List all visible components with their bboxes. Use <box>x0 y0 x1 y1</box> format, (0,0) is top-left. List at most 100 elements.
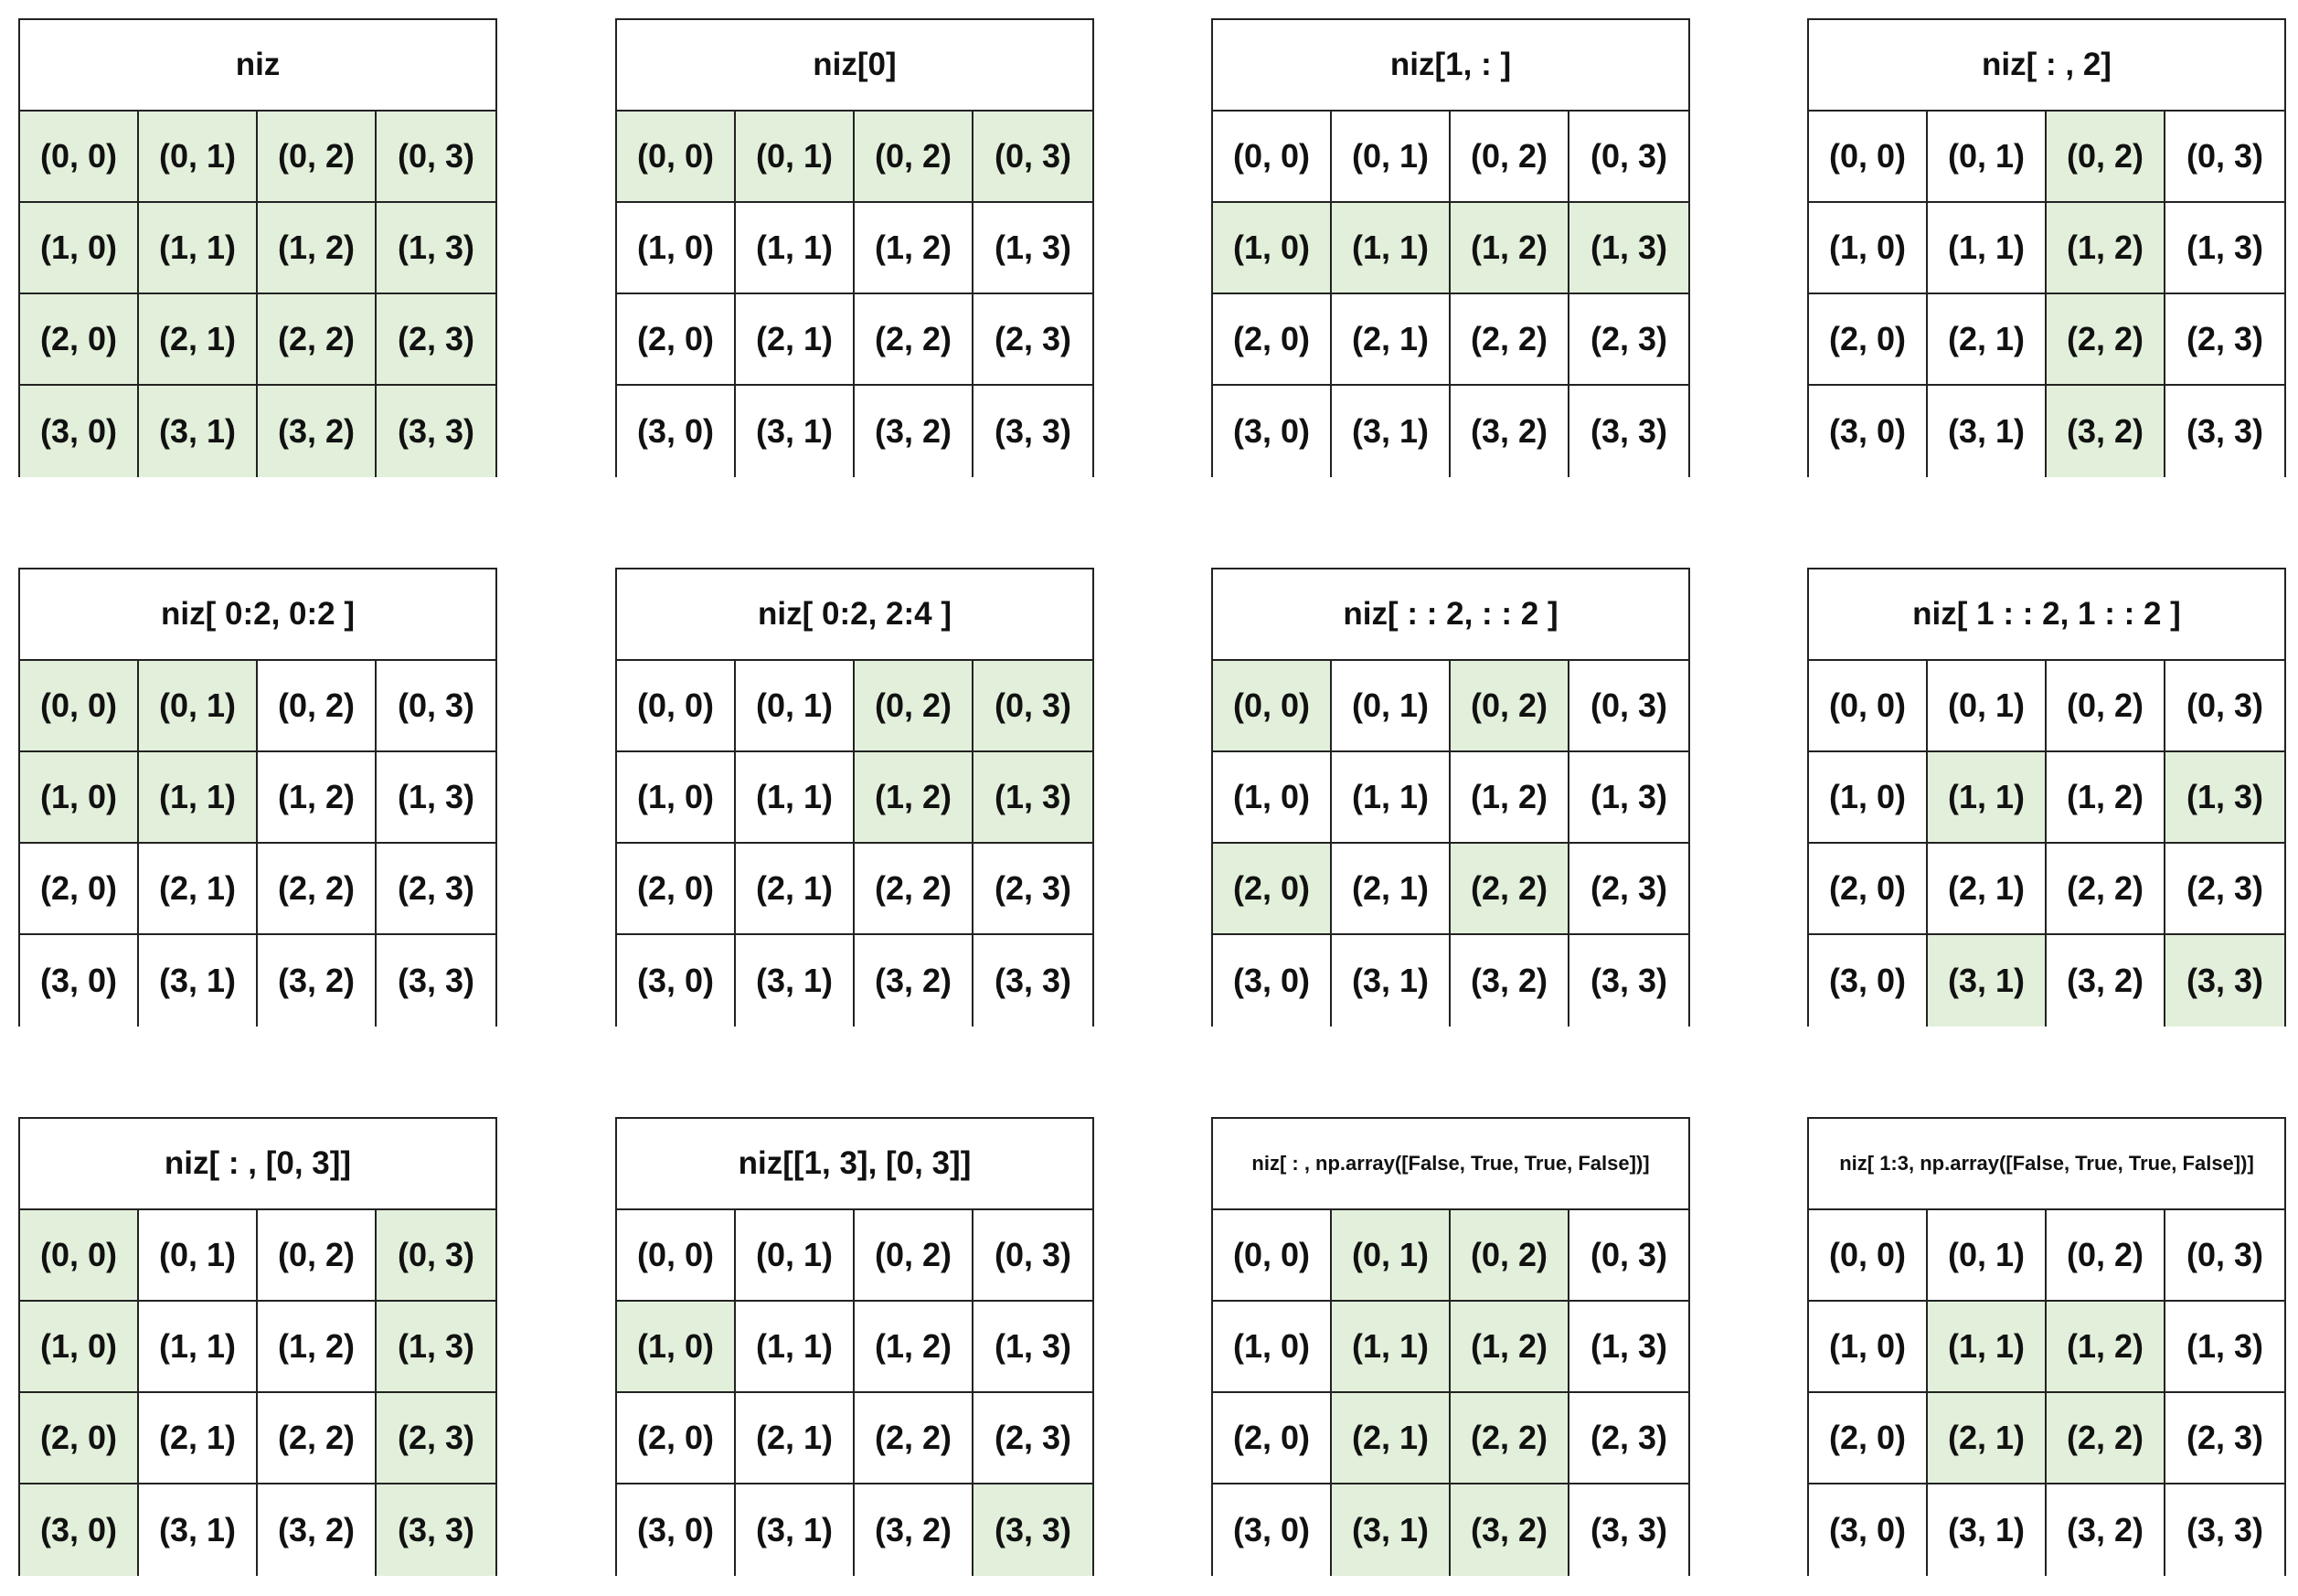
index-panel: niz[ : , [0, 3]] (0, 0) (0, 1) (0, 2) (0, 3)… <box>18 1117 497 1576</box>
selected-cell: (3, 2) <box>258 386 377 477</box>
array-cell: (2, 1) <box>736 294 855 386</box>
array-cell: (2, 0) <box>617 294 736 386</box>
selected-cell: (3, 1) <box>1928 935 2047 1027</box>
selected-cell: (0, 1) <box>1332 1210 1451 1302</box>
array-cell: (3, 3) <box>1569 386 1688 477</box>
array-cell: (2, 1) <box>1928 294 2047 386</box>
array-cell: (3, 1) <box>1928 386 2047 477</box>
panel-title: niz[ : : 2, : : 2 ] <box>1213 569 1688 661</box>
array-cell: (3, 2) <box>258 1484 377 1576</box>
array-cell: (3, 1) <box>736 935 855 1027</box>
selected-cell: (0, 0) <box>20 1210 139 1302</box>
array-cell: (0, 2) <box>855 1210 973 1302</box>
selected-cell: (3, 3) <box>2165 935 2284 1027</box>
array-cell: (3, 2) <box>855 386 973 477</box>
array-cell: (1, 2) <box>258 1302 377 1393</box>
selected-cell: (1, 1) <box>1332 203 1451 294</box>
array-cell: (2, 0) <box>1809 294 1928 386</box>
index-panel: niz[ : , np.array([False, True, True, Fa… <box>1211 1117 1690 1576</box>
array-cell: (0, 3) <box>377 661 495 752</box>
array-cell: (3, 0) <box>1809 1484 1928 1576</box>
array-cell: (2, 1) <box>139 844 258 935</box>
array-cell: (1, 1) <box>1928 203 2047 294</box>
selected-cell: (1, 1) <box>139 203 258 294</box>
array-cell: (2, 3) <box>973 844 1092 935</box>
selected-cell: (0, 1) <box>736 112 855 203</box>
panel-title: niz[1, : ] <box>1213 20 1688 112</box>
array-cell: (3, 3) <box>973 386 1092 477</box>
array-cell: (2, 3) <box>2165 1393 2284 1484</box>
array-cell: (2, 2) <box>855 1393 973 1484</box>
selected-cell: (1, 2) <box>1451 1302 1569 1393</box>
array-cell: (2, 3) <box>1569 294 1688 386</box>
array-cell: (3, 0) <box>1213 386 1332 477</box>
array-cell: (0, 1) <box>736 1210 855 1302</box>
array-cell: (2, 0) <box>1809 844 1928 935</box>
selected-cell: (0, 0) <box>1213 661 1332 752</box>
array-cell: (2, 2) <box>258 844 377 935</box>
selected-cell: (0, 0) <box>617 112 736 203</box>
array-cell: (2, 0) <box>617 844 736 935</box>
selected-cell: (0, 0) <box>20 661 139 752</box>
selected-cell: (1, 3) <box>1569 203 1688 294</box>
selected-cell: (0, 3) <box>973 661 1092 752</box>
array-cell: (2, 1) <box>736 844 855 935</box>
selected-cell: (1, 1) <box>1332 1302 1451 1393</box>
array-cell: (2, 2) <box>1451 294 1569 386</box>
array-cell: (2, 1) <box>1928 844 2047 935</box>
selected-cell: (1, 3) <box>973 752 1092 844</box>
selected-cell: (2, 3) <box>377 1393 495 1484</box>
array-cell: (0, 2) <box>258 661 377 752</box>
array-cell: (1, 3) <box>377 752 495 844</box>
array-cell: (1, 0) <box>1809 752 1928 844</box>
array-cell: (1, 0) <box>1213 752 1332 844</box>
selected-cell: (1, 3) <box>377 203 495 294</box>
selected-cell: (0, 3) <box>377 1210 495 1302</box>
array-cell: (0, 0) <box>617 661 736 752</box>
selected-cell: (1, 3) <box>377 1302 495 1393</box>
array-cell: (2, 1) <box>1332 844 1451 935</box>
array-cell: (2, 3) <box>1569 844 1688 935</box>
selected-cell: (0, 2) <box>258 112 377 203</box>
selected-cell: (2, 0) <box>1213 844 1332 935</box>
array-cell: (3, 0) <box>1809 386 1928 477</box>
array-cell: (3, 1) <box>1928 1484 2047 1576</box>
selected-cell: (3, 3) <box>377 1484 495 1576</box>
array-cell: (3, 0) <box>1213 1484 1332 1576</box>
array-cell: (2, 2) <box>258 1393 377 1484</box>
selected-cell: (1, 0) <box>617 1302 736 1393</box>
array-cell: (0, 3) <box>2165 1210 2284 1302</box>
array-cell: (0, 0) <box>617 1210 736 1302</box>
array-cell: (2, 1) <box>139 1393 258 1484</box>
selected-cell: (0, 2) <box>855 661 973 752</box>
index-panel: niz[ : , 2] (0, 0) (0, 1) (0, 2) (0, 3) (1, 0… <box>1807 18 2286 477</box>
array-cell: (3, 3) <box>973 935 1092 1027</box>
panel-title: niz[ 0:2, 2:4 ] <box>617 569 1092 661</box>
panel-title: niz[ : , 2] <box>1809 20 2284 112</box>
array-cell: (1, 3) <box>2165 203 2284 294</box>
array-cell: (0, 0) <box>1809 661 1928 752</box>
selected-cell: (2, 1) <box>1332 1393 1451 1484</box>
array-cell: (3, 1) <box>736 1484 855 1576</box>
array-cell: (0, 3) <box>1569 1210 1688 1302</box>
selected-cell: (0, 2) <box>1451 1210 1569 1302</box>
panel-title: niz[ 0:2, 0:2 ] <box>20 569 495 661</box>
array-cell: (1, 2) <box>2047 752 2165 844</box>
selected-cell: (2, 2) <box>2047 294 2165 386</box>
panel-title: niz[ : , [0, 3]] <box>20 1119 495 1210</box>
selected-cell: (1, 0) <box>1213 203 1332 294</box>
array-cell: (0, 2) <box>2047 661 2165 752</box>
array-cell: (0, 3) <box>1569 112 1688 203</box>
array-cell: (2, 0) <box>20 844 139 935</box>
array-cell: (2, 0) <box>617 1393 736 1484</box>
array-cell: (3, 1) <box>1332 935 1451 1027</box>
array-cell: (1, 1) <box>736 203 855 294</box>
selected-cell: (3, 1) <box>1332 1484 1451 1576</box>
selected-cell: (2, 2) <box>2047 1393 2165 1484</box>
array-cell: (1, 1) <box>736 752 855 844</box>
array-cell: (0, 2) <box>1451 112 1569 203</box>
array-cell: (3, 2) <box>855 1484 973 1576</box>
array-cell: (2, 0) <box>1213 294 1332 386</box>
array-cell: (0, 1) <box>1928 1210 2047 1302</box>
array-cell: (2, 1) <box>736 1393 855 1484</box>
